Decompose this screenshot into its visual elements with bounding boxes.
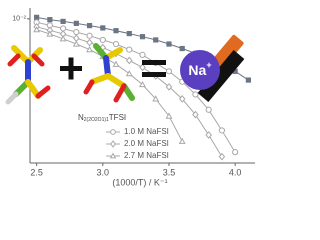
marker — [60, 18, 66, 24]
marker — [245, 77, 251, 83]
marker — [139, 63, 146, 72]
marker — [126, 56, 133, 65]
marker — [179, 45, 185, 52]
legend-label: 2.0 M NaFSI — [124, 139, 169, 148]
marker — [72, 40, 80, 47]
marker — [165, 68, 173, 75]
legend-label: 1.0 M NaFSI — [124, 127, 169, 136]
marker — [112, 60, 120, 67]
x-tick-label: 3.5 — [163, 167, 176, 177]
marker — [165, 112, 173, 119]
label-base: N — [78, 113, 84, 122]
marker — [152, 95, 160, 102]
marker — [73, 28, 80, 36]
marker — [165, 82, 173, 91]
marker — [113, 28, 119, 34]
legend-marker — [110, 129, 116, 135]
marker — [73, 34, 80, 43]
marker — [139, 34, 146, 40]
marker — [139, 51, 146, 58]
plot: 2.5 3.0 3.5 4.0 10⁻² 1.0 M NaFSI 2.0 M NaFSI 2.… — [12, 8, 255, 177]
marker — [205, 131, 212, 139]
marker — [34, 14, 40, 20]
marker — [86, 22, 93, 29]
marker — [153, 37, 159, 43]
label-suffix: TFSI — [109, 113, 126, 122]
ion-base: Na — [188, 62, 206, 78]
marker — [46, 30, 54, 37]
marker — [125, 70, 133, 77]
marker — [126, 30, 132, 37]
marker — [192, 91, 199, 98]
x-tick-label: 2.5 — [30, 167, 43, 177]
marker — [86, 45, 94, 53]
series-line — [36, 21, 236, 153]
marker — [86, 32, 93, 39]
y-tick-label: 10⁻² — [12, 16, 26, 23]
marker — [59, 35, 67, 42]
marker — [73, 20, 79, 26]
x-tick-label: 3.0 — [97, 167, 110, 177]
marker — [192, 110, 199, 119]
marker — [86, 38, 93, 47]
molecule-left — [5, 45, 51, 105]
marker — [99, 36, 106, 44]
molecule-right — [83, 43, 135, 103]
marker — [178, 95, 186, 103]
marker — [205, 106, 212, 113]
marker — [112, 40, 120, 48]
molecule-label: N2(2O2O1)1TFSI — [78, 113, 126, 123]
marker — [126, 46, 133, 53]
marker — [178, 137, 186, 144]
legend-label: 2.7 M NaFSI — [124, 151, 169, 160]
legend-marker — [109, 140, 117, 148]
marker — [218, 152, 226, 161]
marker — [33, 26, 41, 33]
ion-icon: Na+ — [180, 34, 245, 102]
label-sub: 2(2O2O1)1 — [84, 117, 109, 123]
marker — [139, 80, 146, 88]
marker — [232, 68, 238, 74]
marker — [100, 25, 106, 31]
ion-sup: + — [206, 60, 211, 70]
x-axis-label: (1000/T) / K⁻¹ — [112, 177, 167, 187]
marker — [166, 41, 172, 47]
equals-sign — [142, 60, 166, 77]
graphical-abstract: 2.5 3.0 3.5 4.0 10⁻² 1.0 M NaFSI 2.0 M NaFSI 2.… — [5, 8, 255, 187]
series-line — [36, 29, 183, 142]
marker — [232, 149, 239, 156]
ion-label: Na+ — [188, 60, 211, 77]
x-tick-label: 4.0 — [229, 167, 242, 177]
plus-sign — [60, 57, 82, 80]
legend-marker — [109, 152, 117, 159]
marker — [47, 17, 53, 23]
marker — [218, 127, 226, 134]
